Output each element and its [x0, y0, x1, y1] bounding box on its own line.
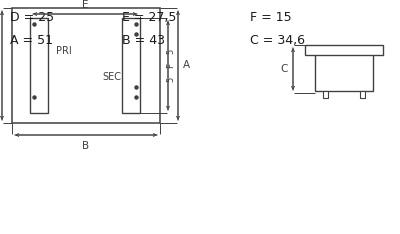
Text: SEC: SEC [102, 72, 121, 82]
Text: A: A [183, 61, 190, 70]
Text: A = 51: A = 51 [10, 34, 53, 48]
Text: B: B [82, 141, 90, 151]
Text: 5: 5 [166, 49, 176, 54]
Text: E = 27,5: E = 27,5 [122, 11, 176, 24]
Text: 5: 5 [166, 77, 176, 82]
Text: C: C [281, 64, 288, 74]
Bar [30, 18, 48, 113]
Bar [315, 53, 373, 91]
Bar [122, 18, 140, 113]
Text: PRI: PRI [56, 46, 72, 56]
Text: F: F [166, 63, 176, 68]
Text: D = 25: D = 25 [10, 11, 54, 24]
Bar [323, 91, 328, 98]
Text: B = 43: B = 43 [122, 34, 165, 48]
Text: C = 34,6: C = 34,6 [250, 34, 305, 48]
Text: F = 15: F = 15 [250, 11, 292, 24]
Bar [305, 45, 383, 55]
Bar [360, 91, 365, 98]
Bar [12, 8, 160, 123]
Text: E: E [82, 0, 88, 10]
